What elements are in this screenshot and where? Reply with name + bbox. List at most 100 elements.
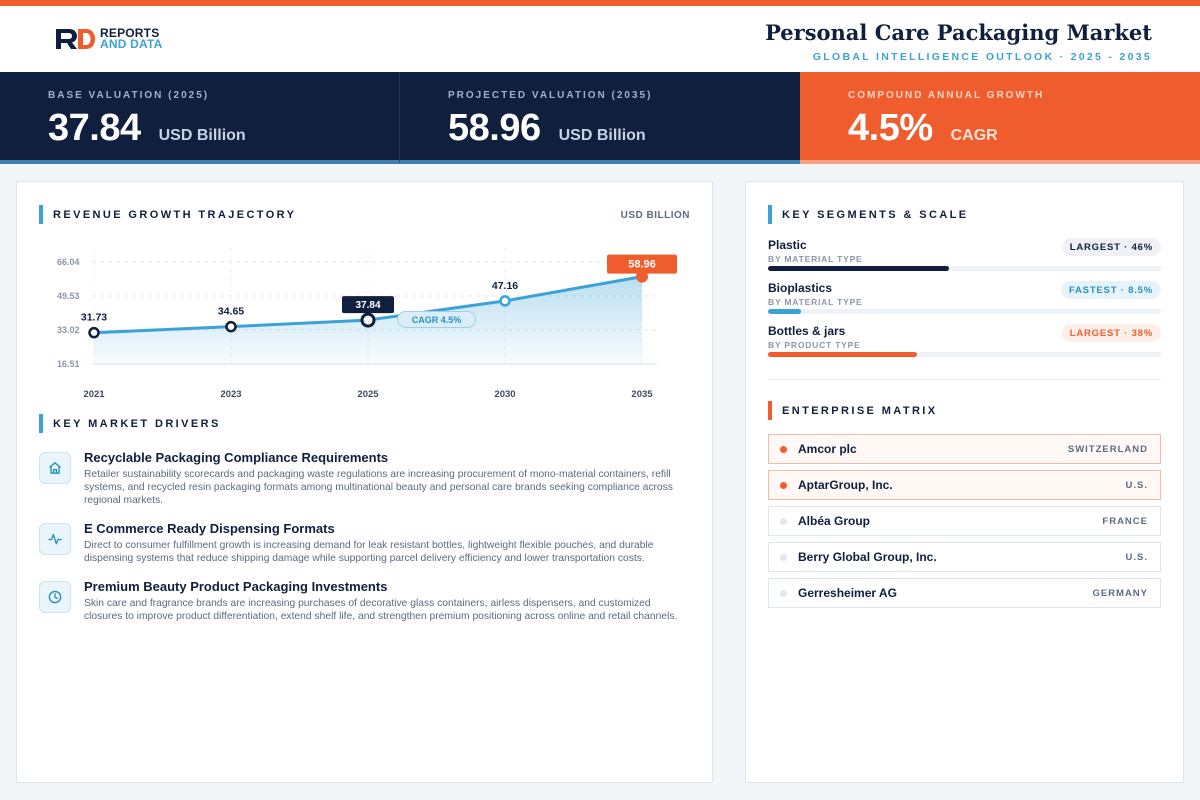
matrix-section-title: ENTERPRISE MATRIX <box>768 401 938 420</box>
segment-category: BY MATERIAL TYPE <box>768 254 863 264</box>
enterprise-matrix: Amcor plc SWITZERLAND AptarGroup, Inc. U… <box>768 434 1161 614</box>
company-name: Amcor plc <box>798 442 857 456</box>
company-name: AptarGroup, Inc. <box>798 478 893 492</box>
kpi-value: 37.84 <box>48 107 141 149</box>
section-accent-bar <box>768 205 772 224</box>
company-dot <box>780 554 787 561</box>
segments-list: Plastic BY MATERIAL TYPE LARGEST · 46% B… <box>768 238 1161 367</box>
segment-name: Bottles & jars <box>768 324 846 338</box>
segments-section-title: KEY SEGMENTS & SCALE <box>768 205 969 224</box>
revenue-chart: 66.04 49.53 33.02 16.51 2021 2023 2025 2030 2035… <box>57 248 677 400</box>
data-label: 37.84 <box>355 300 380 311</box>
data-point <box>225 320 237 333</box>
company-name: Gerresheimer AG <box>798 586 897 600</box>
clock-icon <box>39 581 71 613</box>
driver-title: Premium Beauty Product Packaging Investm… <box>84 579 388 594</box>
company-dot <box>780 590 787 597</box>
company-country: U.S. <box>1125 480 1148 491</box>
driver-description: Retailer sustainability scorecards and p… <box>84 469 673 506</box>
title-block: Personal Care Packaging Market GLOBAL IN… <box>765 20 1152 63</box>
section-accent-bar <box>39 414 43 433</box>
chart-units-label: USD BILLION <box>620 210 690 221</box>
driver-description: Skin care and fragrance brands are incre… <box>84 598 678 622</box>
segment-badge: LARGEST · 38% <box>1061 324 1161 342</box>
logo-line-2: AND DATA <box>100 37 163 51</box>
segments-title: KEY SEGMENTS & SCALE <box>782 208 969 221</box>
kpi-cagr: COMPOUND ANNUAL GROWTH 4.5% CAGR <box>800 72 1200 164</box>
page-title: Personal Care Packaging Market <box>765 20 1152 45</box>
drivers-section-title: KEY MARKET DRIVERS <box>39 414 221 433</box>
chart-section-title: REVENUE GROWTH TRAJECTORY <box>39 205 296 224</box>
driver-item: E Commerce Ready Dispensing Formats Dire… <box>39 521 689 565</box>
data-point <box>88 326 100 339</box>
kpi-unit: CAGR <box>950 127 998 144</box>
y-tick-label: 33.02 <box>57 325 80 335</box>
kpi-projected-valuation: PROJECTED VALUATION (2035) 58.96 USD Bil… <box>400 72 800 164</box>
right-panel: KEY SEGMENTS & SCALE Plastic BY MATERIAL… <box>745 181 1184 783</box>
segment-track <box>768 352 1161 357</box>
segment-fill <box>768 352 918 357</box>
company-row: Berry Global Group, Inc. U.S. <box>768 542 1161 572</box>
segment-fill <box>768 309 802 314</box>
section-divider <box>768 379 1161 380</box>
driver-title: Recyclable Packaging Compliance Requirem… <box>84 450 389 465</box>
company-row: Gerresheimer AG GERMANY <box>768 578 1161 608</box>
x-tick-label: 2030 <box>494 389 515 400</box>
home-icon <box>39 452 71 484</box>
company-dot <box>780 518 787 525</box>
company-country: U.S. <box>1125 552 1148 563</box>
company-name: Albéa Group <box>798 514 871 528</box>
data-label-box <box>607 254 677 274</box>
kpi-base-valuation: BASE VALUATION (2025) 37.84 USD Billion <box>0 72 400 164</box>
segment-name: Plastic <box>768 238 807 252</box>
x-tick-label: 2023 <box>220 389 241 400</box>
kpi-band: BASE VALUATION (2025) 37.84 USD Billion … <box>0 72 1200 164</box>
segment-category: BY PRODUCT TYPE <box>768 340 861 350</box>
kpi-value: 58.96 <box>448 107 541 149</box>
logo: REPORTS AND DATA <box>54 26 163 51</box>
cagr-annotation: CAGR 4.5% <box>412 315 462 325</box>
y-tick-label: 49.53 <box>57 291 80 301</box>
data-label: 58.96 <box>628 259 656 271</box>
kpi-label: PROJECTED VALUATION (2035) <box>448 90 653 101</box>
x-tick-label: 2035 <box>631 389 653 400</box>
page-subtitle: GLOBAL INTELLIGENCE OUTLOOK · 2025 - 203… <box>812 51 1152 63</box>
segment-item: Plastic BY MATERIAL TYPE LARGEST · 46% <box>768 238 1161 281</box>
segment-badge: LARGEST · 46% <box>1061 238 1161 256</box>
segment-track <box>768 309 1161 314</box>
driver-description: Direct to consumer fulfillment growth is… <box>84 540 654 564</box>
company-dot <box>780 446 787 453</box>
chart-title: REVENUE GROWTH TRAJECTORY <box>53 208 297 221</box>
kpi-unit: USD Billion <box>558 127 646 144</box>
kpi-value: 4.5% <box>848 107 933 149</box>
header: REPORTS AND DATA Personal Care Packaging… <box>0 6 1200 72</box>
top-accent-bar <box>0 0 1200 6</box>
logo-mark-icon <box>56 29 95 49</box>
driver-title: E Commerce Ready Dispensing Formats <box>84 521 335 536</box>
matrix-title: ENTERPRISE MATRIX <box>782 404 938 417</box>
kpi-label: BASE VALUATION (2025) <box>48 90 210 101</box>
segment-badge: FASTEST · 8.5% <box>1060 281 1161 299</box>
x-tick-label: 2021 <box>83 389 105 400</box>
x-tick-label: 2025 <box>357 389 379 400</box>
left-panel: REVENUE GROWTH TRAJECTORY USD BILLION 66… <box>16 181 713 783</box>
y-tick-label: 16.51 <box>57 359 80 369</box>
logo-line-1: REPORTS <box>100 26 160 40</box>
company-name: Berry Global Group, Inc. <box>798 550 937 564</box>
data-point <box>636 270 648 283</box>
section-accent-bar <box>768 401 772 420</box>
data-label: 31.73 <box>81 312 107 324</box>
kpi-unit: USD Billion <box>158 127 246 144</box>
segment-item: Bottles & jars BY PRODUCT TYPE LARGEST ·… <box>768 324 1161 367</box>
y-tick-label: 66.04 <box>57 257 80 267</box>
kpi-label: COMPOUND ANNUAL GROWTH <box>848 90 1045 101</box>
driver-item: Recyclable Packaging Compliance Requirem… <box>39 450 689 507</box>
company-country: GERMANY <box>1092 588 1148 599</box>
section-accent-bar <box>39 205 43 224</box>
segment-track <box>768 266 1161 271</box>
company-country: SWITZERLAND <box>1067 444 1148 455</box>
company-row: Albéa Group FRANCE <box>768 506 1161 536</box>
driver-item: Premium Beauty Product Packaging Investm… <box>39 579 689 623</box>
data-label-box <box>342 296 394 314</box>
company-row: Amcor plc SWITZERLAND <box>768 434 1161 464</box>
